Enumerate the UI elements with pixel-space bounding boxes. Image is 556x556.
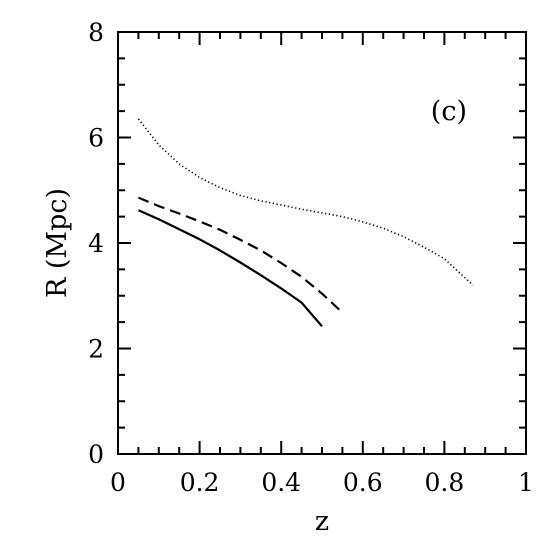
tick-labels: 0 0.2 0.4 0.6 0.8 1 0 2 4 6 8	[88, 18, 534, 497]
y-tick-label: 4	[88, 229, 104, 258]
x-tick-label: 0	[110, 468, 126, 497]
series-layer	[137, 118, 474, 328]
series-line-dotted	[137, 118, 474, 286]
y-tick-label: 6	[88, 124, 104, 153]
x-tick-label: 1	[518, 468, 534, 497]
x-tick-label: 0.2	[180, 468, 220, 497]
x-axis-label: z	[315, 506, 329, 537]
series-line-solid	[137, 209, 323, 328]
plot-frame	[117, 31, 527, 455]
y-tick-label: 8	[88, 18, 104, 47]
x-tick-label: 0.8	[425, 468, 465, 497]
panel-label: (c)	[431, 96, 467, 127]
series-line-dashed	[137, 196, 344, 314]
y-tick-label: 0	[88, 440, 104, 469]
x-tick-label: 0.4	[261, 468, 301, 497]
y-tick-label: 2	[88, 335, 104, 364]
x-tick-label: 0.6	[343, 468, 383, 497]
y-axis-label: R (Mpc)	[42, 188, 73, 298]
